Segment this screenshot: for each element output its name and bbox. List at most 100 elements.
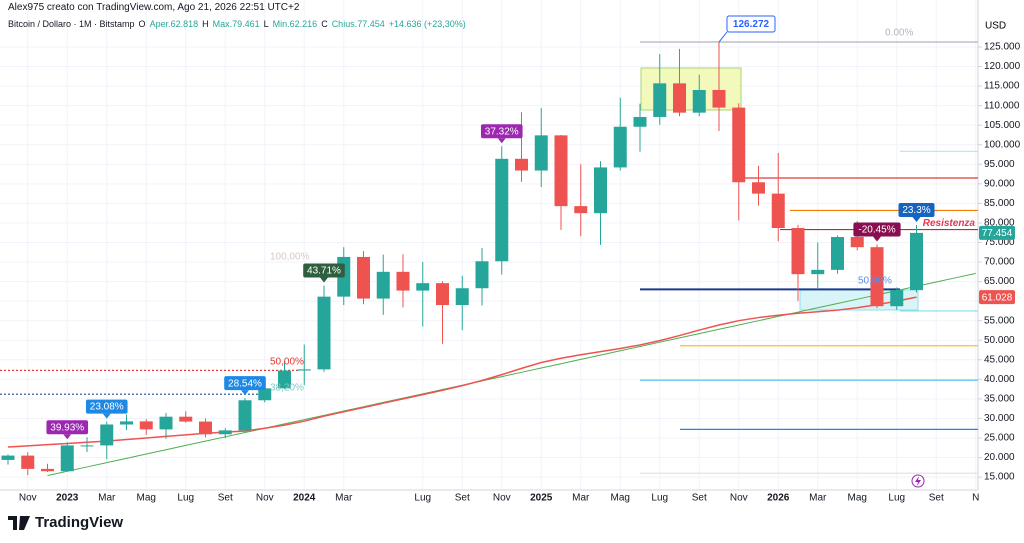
legend-field: H (202, 19, 209, 29)
y-tick-label: 65.000 (984, 276, 1015, 287)
y-tick-label: 85.000 (984, 198, 1015, 209)
x-tick-label: Lug (414, 493, 431, 504)
y-tick-label: 30.000 (984, 413, 1015, 424)
candle-body (831, 237, 844, 270)
y-tick-label: 125.000 (984, 42, 1021, 53)
candle-body (534, 135, 548, 171)
candle-body (455, 288, 469, 306)
y-tick-label: 75.000 (984, 237, 1015, 248)
candle-body (495, 158, 509, 262)
y-tick-label: 35.000 (984, 394, 1015, 405)
y-tick-label: 90.000 (984, 178, 1015, 189)
x-tick-label: Mar (572, 493, 590, 504)
annotation-box (853, 222, 901, 237)
callout-label: 126.272 (733, 19, 770, 30)
currency: USD (985, 21, 1006, 32)
x-tick-label: Nov (730, 493, 748, 504)
candle-body (120, 421, 133, 425)
x-tick-label: Set (455, 493, 470, 504)
y-tick-label: 15.000 (984, 472, 1015, 483)
annotation-label: 23.08% (90, 402, 124, 413)
fib-label: 100,00% (270, 252, 310, 263)
candle-body (791, 228, 805, 275)
price-badge-label: 61.028 (982, 292, 1013, 303)
symbol: Bitcoin / Dollaro · 1M · Bitstamp (8, 19, 135, 29)
x-tick-label: Mar (335, 493, 353, 504)
annotation-box (480, 124, 523, 139)
price-badge-label: 77.454 (982, 228, 1013, 239)
x-tick-label: 2026 (767, 493, 790, 504)
x-tick-label: Mar (98, 493, 116, 504)
candle-body (1, 455, 15, 460)
trend-line (47, 272, 976, 477)
resistance-label: Resistenza (923, 218, 976, 229)
y-tick-label: 55.000 (984, 315, 1015, 326)
event-bolt (915, 476, 921, 486)
candle-body (870, 247, 884, 307)
candle-body (475, 261, 489, 289)
candle-body (317, 296, 331, 370)
candle-body (653, 83, 667, 117)
candle-body (416, 283, 430, 291)
annotation-pointer (320, 277, 328, 283)
candle-body (811, 269, 825, 275)
y-tick-label: 120.000 (984, 61, 1021, 72)
annotation-label: -20.45% (858, 225, 895, 236)
candle-body (199, 421, 212, 435)
brand: TradingView (35, 514, 124, 531)
y-tick-label: 20.000 (984, 452, 1015, 463)
price-badge (979, 290, 1015, 305)
annotation-label: 37.32% (485, 126, 519, 137)
x-tick-label: 2023 (56, 493, 79, 504)
candle-body (278, 370, 291, 389)
logo-mark (8, 515, 30, 530)
legend-field: Aper.62.818 (149, 19, 199, 29)
fib-label: 38,20% (270, 383, 304, 394)
legend-field: Min.62.216 (272, 19, 318, 29)
x-tick-label: Lug (888, 493, 905, 504)
logo: TradingView (8, 514, 123, 531)
fib-label: 50,00% (270, 357, 304, 368)
legend-field: Chius.77.454 (331, 19, 385, 29)
y-tick-label: 40.000 (984, 374, 1015, 385)
x-tick-label: Nov (256, 493, 274, 504)
legend-field: C (321, 19, 328, 29)
candle-body (574, 206, 588, 214)
candle-body (436, 283, 449, 306)
price-badge (979, 225, 1015, 240)
annotation-box (898, 203, 935, 218)
annotation-box (224, 376, 266, 391)
y-tick-label: 95.000 (984, 159, 1015, 170)
candle-body (159, 416, 173, 430)
annotation-box (85, 399, 128, 414)
candle-body (60, 445, 74, 472)
candle-body (218, 430, 232, 435)
x-tick-label: N (972, 493, 979, 504)
candle-body (238, 400, 252, 431)
callout-leader (718, 31, 728, 43)
candle-body (910, 232, 923, 291)
x-tick-label: 2024 (293, 493, 316, 504)
annotation-label: 39.93% (50, 422, 84, 433)
candle-body (554, 135, 568, 207)
x-tick-label: Mag (848, 493, 867, 504)
candle-body (179, 416, 193, 422)
x-tick-label: Lug (651, 493, 668, 504)
x-tick-label: Nov (493, 493, 511, 504)
fib-label: 0.00% (885, 28, 913, 39)
candle-body (712, 89, 726, 108)
x-tick-label: Lug (177, 493, 194, 504)
annotation-label: 43.71% (307, 266, 341, 277)
annotation-pointer (102, 413, 111, 419)
annotation-box (303, 263, 345, 278)
y-tick-label: 45.000 (984, 354, 1015, 365)
candle-body (594, 167, 607, 214)
header: Alex975 creato con TradingView.com, Ago … (8, 2, 300, 13)
legend: Bitcoin / Dollaro · 1M · Bitstamp O Aper.6… (8, 19, 470, 29)
candle-body (357, 256, 370, 299)
y-tick-label: 105.000 (984, 120, 1021, 131)
candle-body (297, 369, 311, 371)
y-tick-label: 80.000 (984, 218, 1015, 229)
